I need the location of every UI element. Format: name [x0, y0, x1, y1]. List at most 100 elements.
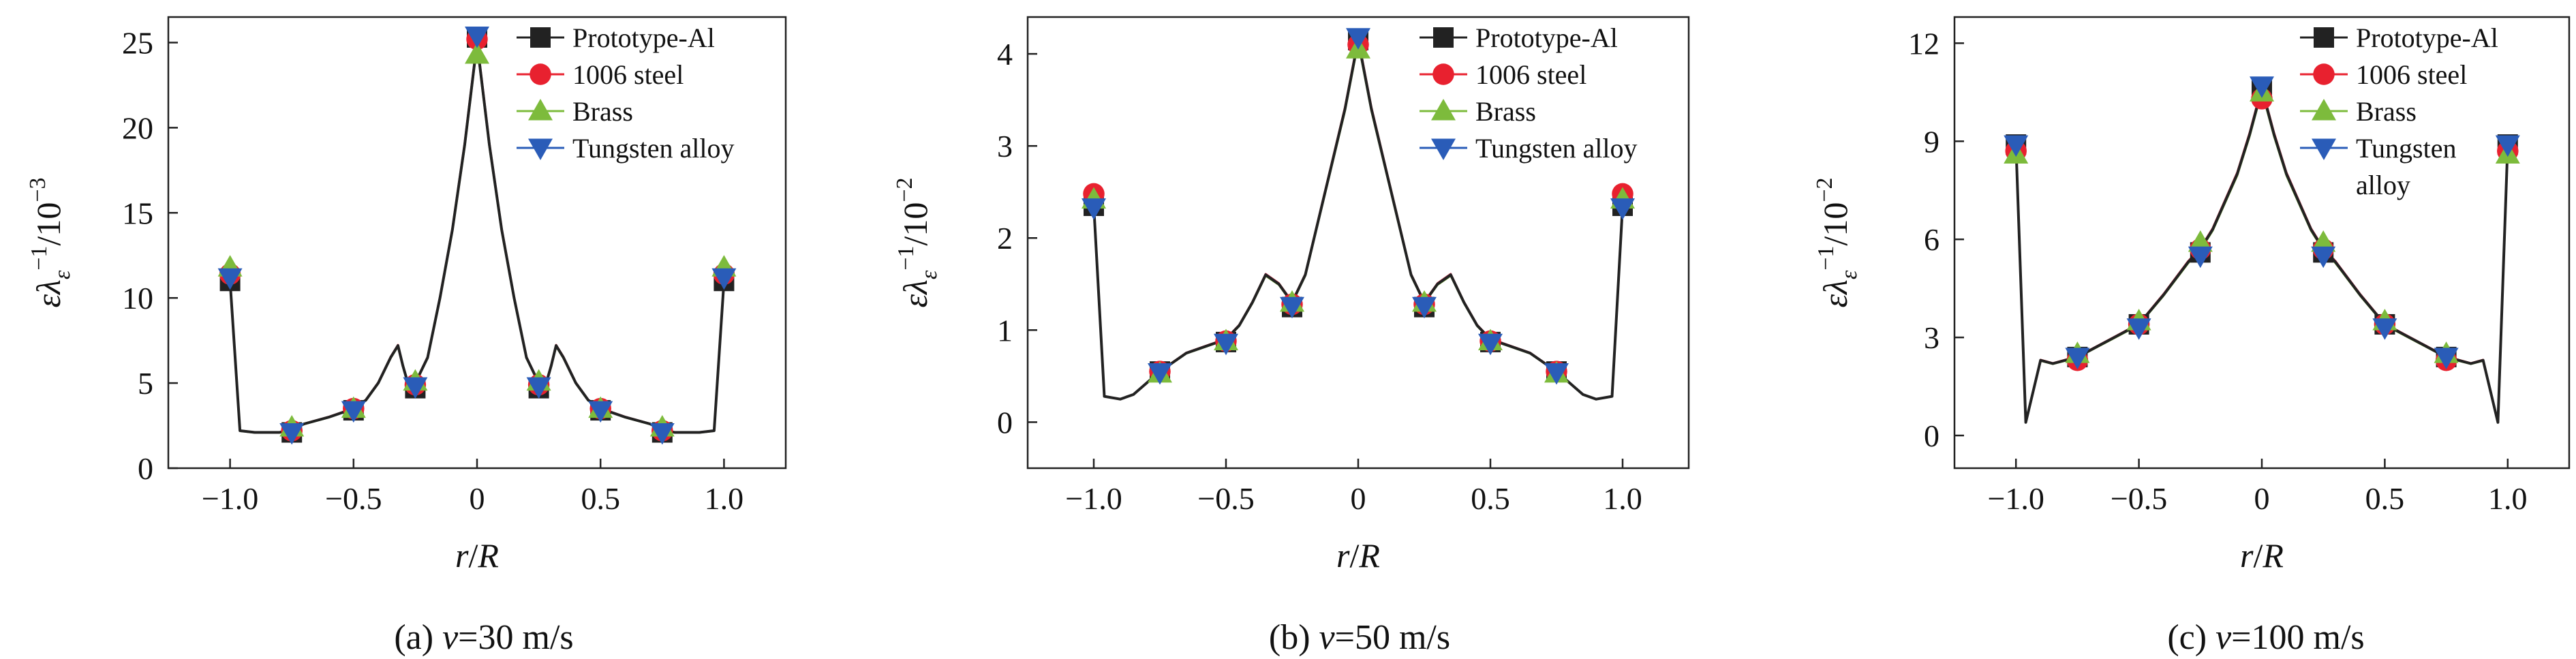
series-line-1	[228, 41, 726, 434]
series-line-3	[1092, 41, 1624, 401]
legend-entry: Tungsten alloy	[572, 133, 734, 164]
data-point	[1148, 363, 1172, 385]
series-line-4	[229, 40, 725, 433]
legend-marker	[1431, 99, 1456, 121]
x-tick-label: −1.0	[1987, 481, 2044, 516]
data-point	[1280, 296, 1304, 319]
data-point	[341, 401, 366, 423]
data-point	[2188, 230, 2213, 252]
legend-marker	[2314, 27, 2334, 48]
y-tick-label: 25	[122, 25, 153, 60]
y-tick-label: 9	[1924, 124, 1939, 159]
legend-entry: Prototype-Al	[1475, 22, 1618, 53]
legend-marker	[528, 138, 553, 160]
data-point	[2434, 348, 2459, 369]
plot-frame	[167, 16, 787, 470]
x-tick-label: −0.5	[325, 481, 382, 516]
x-tick-label: −0.5	[1197, 481, 1254, 516]
data-point	[1544, 363, 1569, 385]
panel-caption: (a) v=30 m/s	[394, 618, 573, 657]
legend-entry: 1006 steel	[2356, 59, 2467, 90]
data-point	[711, 268, 737, 290]
data-point	[2311, 230, 2336, 252]
legend-entry: Brass	[572, 96, 633, 127]
chart-panel-2: −1.0 −0.5 0 0.5 1.0 0 1 2 3 4 r/R ελε−1/10−2 (b) v=5…	[892, 16, 1690, 657]
y-tick-label: 0	[138, 451, 153, 486]
x-tick-label: 0	[2254, 481, 2270, 516]
legend-entry: 1006 steel	[572, 59, 684, 90]
legend-marker	[1433, 27, 1454, 48]
x-axis-title: r/R	[455, 536, 499, 574]
chart-panel-3: −1.0 −0.5 0 0.5 1.0 0 3 6 9 12 r/R ελε−1/10−2 (c) v=…	[1812, 16, 2571, 657]
legend-marker	[1431, 138, 1456, 160]
x-tick-label: −1.0	[202, 481, 258, 516]
legend-marker	[2312, 138, 2336, 160]
y-axis-title: ελε−1/10−3	[25, 177, 75, 307]
x-axis-title: r/R	[2240, 536, 2284, 574]
x-tick-label: 1.0	[2488, 481, 2528, 516]
y-tick-label: 6	[1924, 222, 1939, 257]
y-tick-label: 4	[997, 37, 1013, 72]
legend-marker	[2313, 63, 2335, 85]
data-point	[2250, 76, 2274, 98]
x-tick-label: 1.0	[705, 481, 744, 516]
legend-marker	[530, 27, 551, 48]
legend-entry: Tungsten	[2356, 133, 2456, 164]
x-tick-label: −1.0	[1065, 481, 1122, 516]
legend-marker	[1432, 63, 1454, 85]
data-point	[588, 401, 613, 423]
legend-marker	[530, 63, 551, 85]
series-line-2	[229, 39, 725, 433]
legend-entry: Prototype-Al	[572, 22, 715, 53]
y-tick-label: 3	[997, 129, 1013, 164]
data-point	[2065, 348, 2090, 369]
data-point	[2372, 318, 2397, 340]
legend-entry: alloy	[2356, 170, 2410, 200]
y-tick-label: 0	[1924, 418, 1939, 453]
data-point	[403, 377, 428, 399]
y-tick-label: 0	[997, 405, 1013, 440]
data-point	[1082, 198, 1106, 220]
x-tick-label: 0	[1351, 481, 1366, 516]
y-axis-title: ελε−1/10−2	[892, 177, 942, 307]
x-tick-label: 0.5	[2365, 481, 2405, 516]
legend-entry: Prototype-Al	[2356, 22, 2498, 53]
legend-entry: 1006 steel	[1475, 59, 1586, 90]
data-point	[1412, 296, 1437, 319]
series-line-2	[1092, 36, 1624, 400]
data-point	[2188, 246, 2213, 269]
y-tick-label: 1	[997, 313, 1013, 348]
data-point	[649, 423, 675, 445]
data-point	[2311, 246, 2336, 269]
y-tick-label: 3	[1924, 320, 1939, 355]
data-point	[279, 423, 305, 445]
y-tick-label: 2	[997, 221, 1013, 256]
series-line-3	[229, 44, 725, 434]
x-tick-label: 0	[470, 481, 485, 516]
y-axis-title: ελε−1/10−2	[1812, 177, 1862, 307]
series-line-4	[1092, 37, 1624, 401]
y-tick-label: 20	[122, 110, 153, 145]
y-tick-label: 10	[122, 281, 153, 316]
y-tick-label: 5	[138, 366, 153, 401]
data-point	[2495, 135, 2520, 157]
legend-entry: Brass	[1475, 96, 1536, 127]
x-axis-title: r/R	[1336, 536, 1380, 574]
data-point	[1214, 333, 1238, 356]
chart-panel-1: −1.0 −0.5 0 0.5 1.0 0 5 10 15 20 25 r/R ελε−1/10−3 (a…	[25, 16, 787, 657]
plot-frame	[1026, 16, 1690, 470]
y-tick-label: 12	[1908, 26, 1939, 61]
data-point	[2004, 135, 2029, 157]
x-tick-label: 1.0	[1603, 481, 1642, 516]
x-tick-label: 0.5	[581, 481, 620, 516]
data-point	[1610, 198, 1635, 220]
data-point	[526, 377, 551, 399]
legend-entry: Tungsten alloy	[1475, 133, 1637, 164]
data-point	[217, 268, 243, 290]
legend-marker	[528, 99, 553, 121]
y-tick-label: 15	[122, 196, 153, 230]
panel-caption: (b) v=50 m/s	[1269, 618, 1450, 657]
x-tick-label: −0.5	[2111, 481, 2167, 516]
x-tick-label: 0.5	[1471, 481, 1510, 516]
